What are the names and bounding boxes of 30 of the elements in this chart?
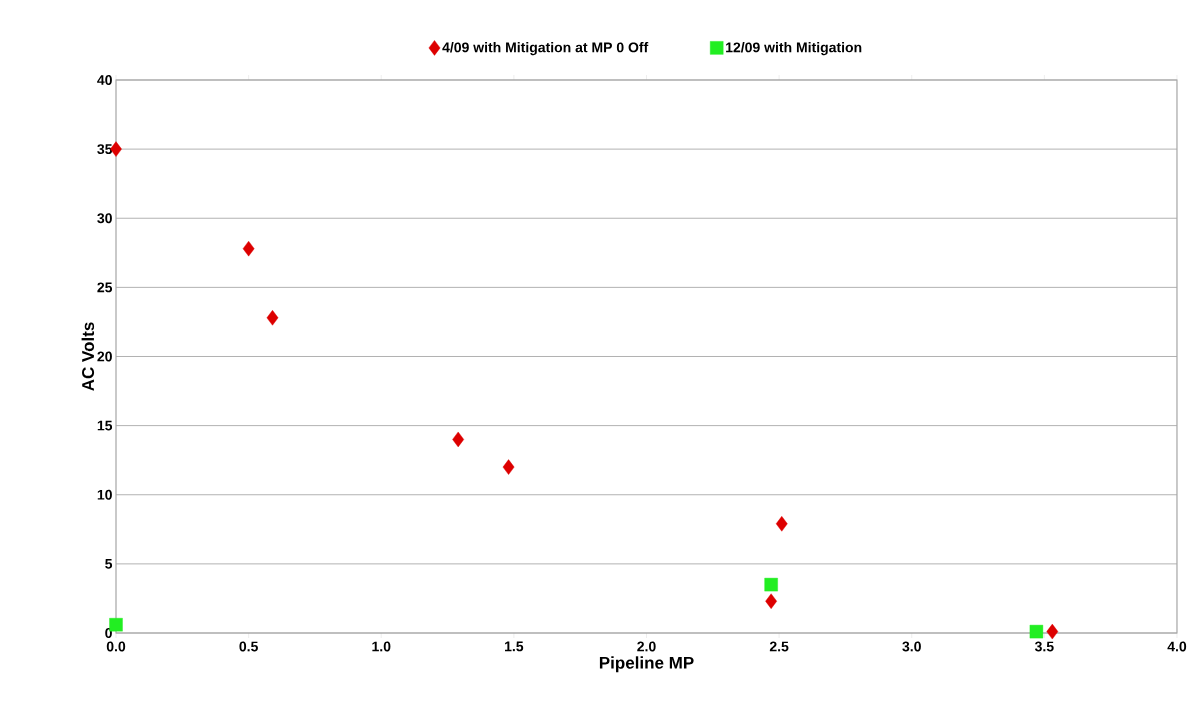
y-tick-label: 40 xyxy=(97,75,112,85)
point xyxy=(775,516,788,532)
point xyxy=(266,310,279,326)
y-tick-label: 20 xyxy=(97,351,112,362)
x-tick-label: 2.0 xyxy=(637,641,656,652)
x-axis-title: Pipeline MP xyxy=(599,656,694,673)
point xyxy=(242,240,255,257)
y-tick-label: 35 xyxy=(97,144,113,155)
x-tick-label: 3.5 xyxy=(1034,641,1054,652)
x-tick-label: 2.5 xyxy=(769,641,789,652)
point xyxy=(764,577,778,592)
x-tick-label: 4.0 xyxy=(1167,641,1187,652)
legend-label: 12/09 with Mitigation xyxy=(726,42,862,56)
point xyxy=(502,459,515,475)
x-tick-label: 0.5 xyxy=(239,641,258,652)
x-tick-label: 0.0 xyxy=(106,641,126,652)
y-axis-title: AC Volts xyxy=(81,322,95,391)
y-tick-label: 5 xyxy=(105,559,113,569)
y-tick-label: 25 xyxy=(97,282,113,293)
x-tick-label: 3.0 xyxy=(902,641,921,652)
x-tick-label: 1.5 xyxy=(505,641,524,652)
point xyxy=(1046,623,1059,640)
point xyxy=(1029,624,1044,639)
point xyxy=(452,431,464,448)
point xyxy=(765,593,777,609)
y-tick-label: 10 xyxy=(97,489,112,500)
legend-label: 4/09 with Mitigation at MP 0 Off xyxy=(442,42,649,56)
y-tick-label: 15 xyxy=(97,420,113,431)
y-tick-label: 30 xyxy=(97,213,112,224)
x-tick-label: 1.0 xyxy=(372,641,391,652)
